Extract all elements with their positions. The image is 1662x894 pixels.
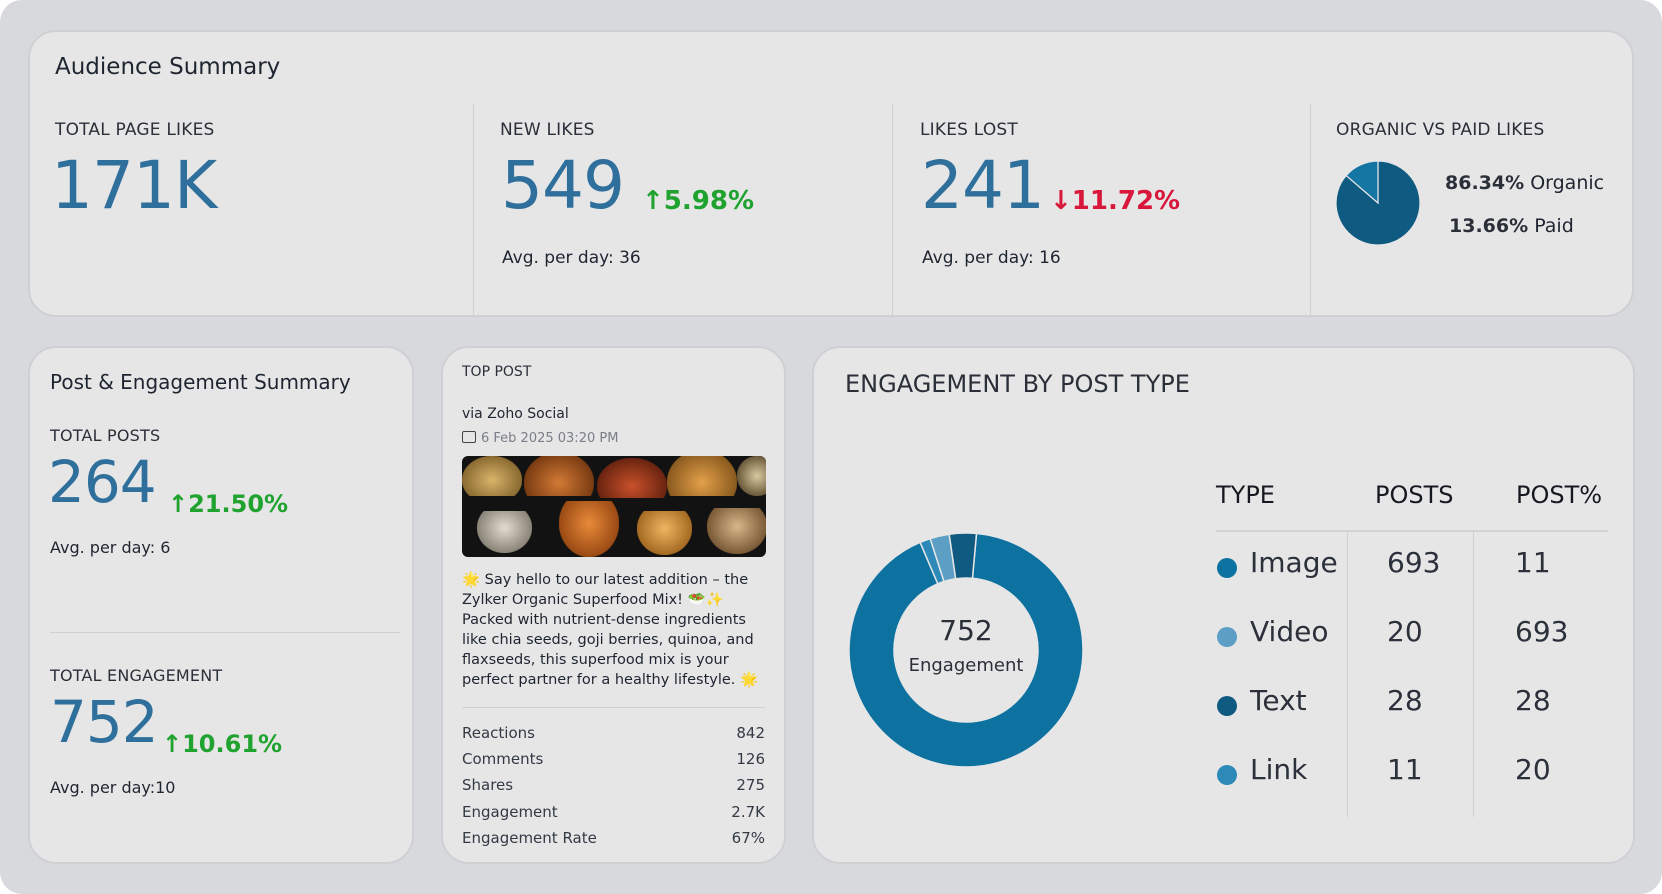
donut-segment-text bbox=[948, 532, 978, 580]
post-image[interactable] bbox=[462, 456, 766, 557]
card-title: Post & Engagement Summary bbox=[50, 370, 351, 394]
legend-dot-link bbox=[1217, 765, 1237, 785]
donut-center-value: 752 bbox=[939, 614, 993, 647]
image-post-icon bbox=[462, 431, 476, 443]
divider bbox=[50, 632, 400, 633]
new-likes-label: NEW LIKES bbox=[500, 120, 595, 140]
total-posts-value: 264 bbox=[48, 448, 157, 516]
post-date: 6 Feb 2025 03:20 PM bbox=[462, 431, 618, 446]
engagement-donut-chart bbox=[848, 532, 1084, 768]
top-post-label: TOP POST bbox=[462, 364, 532, 380]
likes-lost-label: LIKES LOST bbox=[920, 120, 1018, 140]
header-post-pct: POST% bbox=[1516, 481, 1603, 509]
card-title: ENGAGEMENT BY POST TYPE bbox=[845, 370, 1190, 398]
total-page-likes-value: 171K bbox=[51, 147, 217, 224]
post-engagement-card: Post & Engagement Summary TOTAL POSTS 26… bbox=[28, 346, 414, 864]
legend-dot-video bbox=[1217, 627, 1237, 647]
divider bbox=[473, 104, 474, 316]
row-post-pct: 28 bbox=[1515, 684, 1551, 717]
legend-dot-text bbox=[1217, 696, 1237, 716]
pie-slice-paid bbox=[1345, 160, 1379, 205]
top-post-card: TOP POST via Zoho Social 6 Feb 2025 03:2… bbox=[441, 346, 786, 864]
new-likes-value: 549 bbox=[501, 147, 625, 224]
arrow-down-icon: ↓ bbox=[1050, 186, 1072, 216]
divider bbox=[462, 707, 765, 708]
header-type: TYPE bbox=[1216, 481, 1275, 509]
row-type: Text bbox=[1250, 684, 1307, 717]
post-text: 🌟 Say hello to our latest addition – the… bbox=[462, 572, 759, 688]
total-engagement-value: 752 bbox=[50, 688, 159, 756]
total-posts-change: ↑21.50% bbox=[168, 490, 289, 518]
column-divider bbox=[1473, 532, 1474, 817]
total-page-likes-label: TOTAL PAGE LIKES bbox=[55, 120, 215, 140]
audience-summary-card: Audience Summary TOTAL PAGE LIKES 171K N… bbox=[28, 30, 1634, 317]
stat-shares: Shares 275 bbox=[462, 776, 765, 794]
new-likes-change: ↑5.98% bbox=[642, 186, 754, 216]
likes-lost-change: ↓11.72% bbox=[1050, 186, 1181, 216]
arrow-up-icon: ↑ bbox=[168, 490, 189, 518]
paid-legend: 13.66% Paid bbox=[1449, 215, 1574, 237]
engagement-by-type-card: ENGAGEMENT BY POST TYPE 752 Engagement T… bbox=[812, 346, 1635, 864]
organic-vs-paid-label: ORGANIC VS PAID LIKES bbox=[1336, 120, 1545, 140]
stat-reactions: Reactions 842 bbox=[462, 724, 765, 742]
total-engagement-avg: Avg. per day:10 bbox=[50, 778, 176, 797]
total-posts-label: TOTAL POSTS bbox=[50, 426, 161, 445]
stat-engagement: Engagement 2.7K bbox=[462, 803, 765, 821]
likes-lost-avg: Avg. per day: 16 bbox=[922, 248, 1061, 268]
post-source: via Zoho Social bbox=[462, 406, 569, 422]
row-post-pct: 693 bbox=[1515, 615, 1569, 648]
header-divider bbox=[1216, 530, 1608, 532]
row-posts: 693 bbox=[1387, 546, 1441, 579]
stat-comments: Comments 126 bbox=[462, 750, 765, 768]
row-type: Link bbox=[1250, 753, 1308, 786]
likes-lost-value: 241 bbox=[921, 147, 1045, 224]
row-posts: 28 bbox=[1387, 684, 1423, 717]
arrow-up-icon: ↑ bbox=[642, 186, 664, 216]
row-type: Video bbox=[1250, 615, 1329, 648]
divider bbox=[1310, 104, 1311, 316]
row-posts: 20 bbox=[1387, 615, 1423, 648]
total-engagement-change: ↑10.61% bbox=[162, 730, 283, 758]
column-divider bbox=[1347, 532, 1348, 817]
organic-paid-pie bbox=[1335, 160, 1421, 246]
organic-legend: 86.34% Organic bbox=[1445, 172, 1605, 194]
row-post-pct: 11 bbox=[1515, 546, 1551, 579]
divider bbox=[892, 104, 893, 316]
total-engagement-label: TOTAL ENGAGEMENT bbox=[50, 666, 223, 685]
row-post-pct: 20 bbox=[1515, 753, 1551, 786]
donut-center-label: Engagement bbox=[908, 655, 1024, 676]
donut-segment-image bbox=[848, 532, 1084, 768]
total-posts-avg: Avg. per day: 6 bbox=[50, 538, 171, 557]
header-posts: POSTS bbox=[1375, 481, 1454, 509]
legend-dot-image bbox=[1217, 558, 1237, 578]
row-type: Image bbox=[1250, 546, 1338, 579]
card-title: Audience Summary bbox=[55, 54, 281, 80]
new-likes-avg: Avg. per day: 36 bbox=[502, 248, 641, 268]
row-posts: 11 bbox=[1387, 753, 1423, 786]
arrow-up-icon: ↑ bbox=[162, 730, 183, 758]
stat-engagement-rate: Engagement Rate 67% bbox=[462, 829, 765, 847]
